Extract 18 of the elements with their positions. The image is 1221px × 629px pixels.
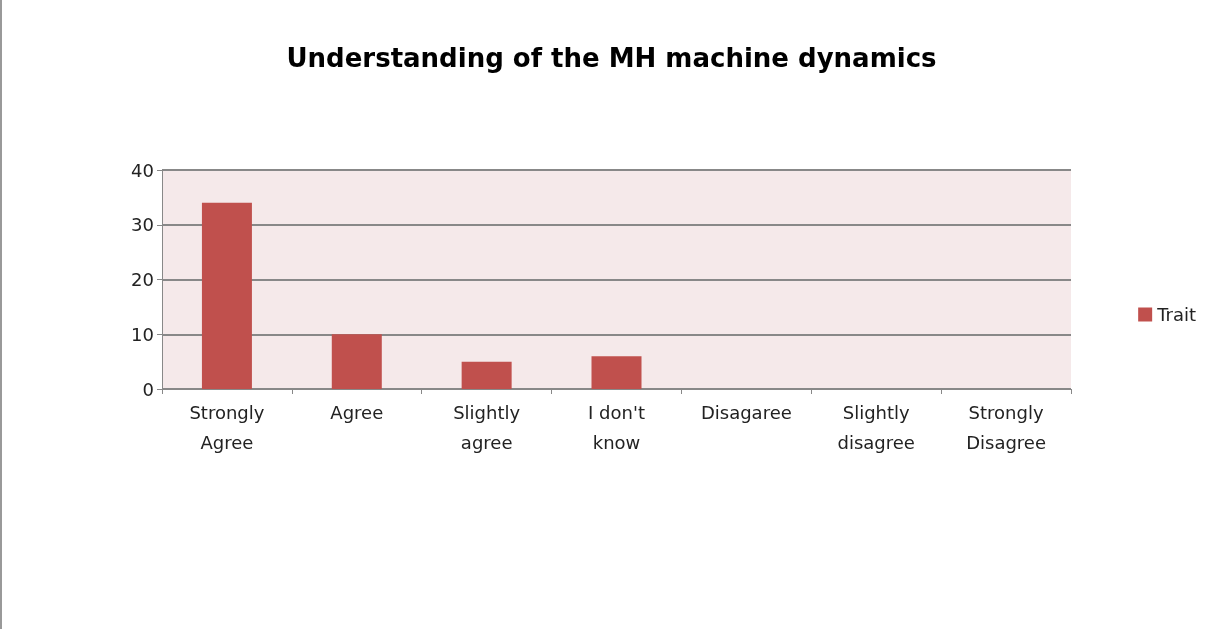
chart-title: Understanding of the MH machine dynamics: [286, 43, 937, 73]
x-tick-label: Slightly agree: [453, 401, 521, 453]
y-tick-label: 30: [131, 214, 154, 236]
y-tick-label: 40: [131, 159, 154, 181]
y-tick-label: 0: [142, 378, 154, 400]
legend-label: Trait: [1156, 304, 1196, 325]
x-tick-label: Agree: [330, 401, 384, 423]
y-tick-label: 20: [131, 269, 154, 290]
x-tick-label: Slightly disagree: [837, 401, 915, 453]
bar: [201, 202, 252, 389]
x-tick-label: Strongly Disagree: [966, 401, 1046, 453]
x-tick-label: Strongly Agree: [189, 401, 265, 453]
x-tick-label: Disagaree: [700, 401, 792, 423]
x-tick-label: I don't know: [588, 401, 645, 453]
bar: [331, 334, 382, 389]
y-tick-label: 10: [131, 323, 154, 345]
bar: [591, 356, 642, 389]
bar: [461, 361, 512, 389]
